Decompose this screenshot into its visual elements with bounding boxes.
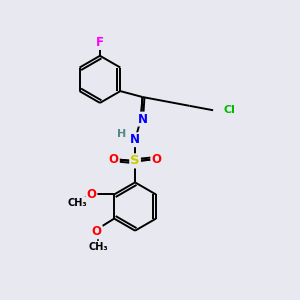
Text: O: O xyxy=(151,153,161,166)
Text: H: H xyxy=(117,129,126,140)
Text: F: F xyxy=(96,36,104,49)
Text: N: N xyxy=(138,112,148,126)
Text: Cl: Cl xyxy=(224,105,235,115)
Text: CH₃: CH₃ xyxy=(68,198,88,208)
Text: O: O xyxy=(92,225,101,239)
Text: O: O xyxy=(86,188,97,201)
Text: N: N xyxy=(130,133,140,146)
Text: S: S xyxy=(130,154,140,167)
Text: O: O xyxy=(109,153,119,166)
Text: CH₃: CH₃ xyxy=(88,242,108,252)
